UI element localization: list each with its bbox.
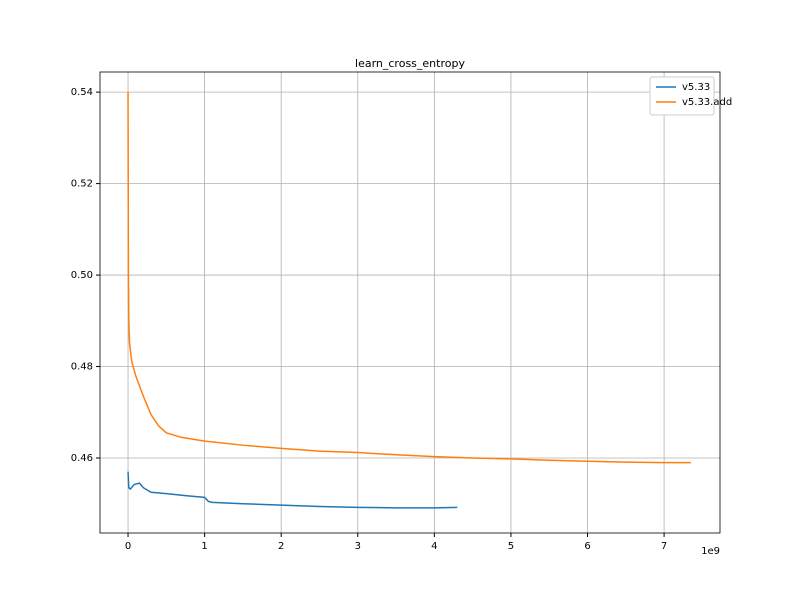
y-tick-label: 0.46	[71, 453, 93, 464]
y-tick-label: 0.52	[71, 179, 93, 190]
legend-label: v5.33	[682, 82, 710, 93]
y-tick-label: 0.48	[71, 362, 93, 373]
x-tick-label: 4	[431, 541, 437, 552]
series-line	[127, 471, 458, 509]
x-tick-label: 0	[125, 541, 131, 552]
legend-label: v5.33.add	[682, 97, 732, 108]
plot-frame	[99, 71, 721, 534]
y-tick-label: 0.50	[71, 270, 93, 281]
x-tick-label: 7	[661, 541, 667, 552]
chart-title: learn_cross_entropy	[355, 57, 465, 70]
series-line	[127, 92, 691, 464]
x-tick-label: 3	[355, 541, 361, 552]
x-tick-label: 2	[278, 541, 284, 552]
y-tick-label: 0.54	[71, 87, 93, 98]
x-tick-label: 6	[584, 541, 590, 552]
x-offset-label: 1e9	[701, 546, 720, 557]
x-tick-label: 5	[508, 541, 514, 552]
x-tick-label: 1	[201, 541, 207, 552]
